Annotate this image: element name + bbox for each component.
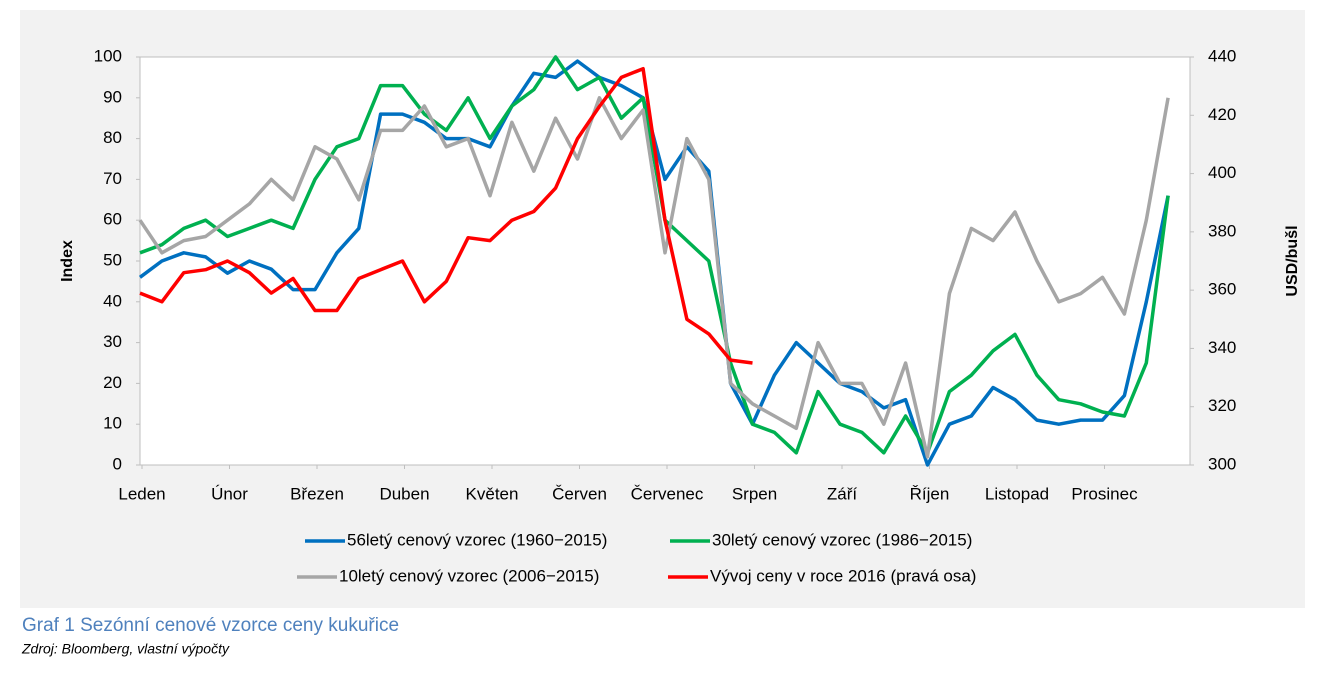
y-tick-label: 50 bbox=[103, 250, 122, 269]
x-tick-label: Březen bbox=[290, 484, 344, 503]
y-tick-label: 10 bbox=[103, 414, 122, 433]
plot-area bbox=[139, 56, 1191, 466]
y2-tick-label: 360 bbox=[1208, 280, 1236, 299]
y2-tick-label: 380 bbox=[1208, 221, 1236, 240]
legend-label: 30letý cenový vzorec (1986−2015) bbox=[712, 530, 972, 549]
y2-axis-title: USD/bušl bbox=[1284, 225, 1301, 296]
x-tick-label: Listopad bbox=[985, 484, 1049, 503]
y-tick-label: 100 bbox=[94, 46, 122, 65]
series-line bbox=[139, 55, 1170, 455]
y-tick-label: 30 bbox=[103, 332, 122, 351]
y2-tick-label: 300 bbox=[1208, 454, 1236, 473]
y2-tick-label: 440 bbox=[1208, 46, 1236, 65]
x-tick-label: Květen bbox=[466, 484, 519, 503]
x-tick-label: Prosinec bbox=[1071, 484, 1138, 503]
y-tick-label: 80 bbox=[103, 128, 122, 147]
y2-tick-label: 420 bbox=[1208, 105, 1236, 124]
series-line bbox=[139, 66, 753, 365]
y2-tick-label: 340 bbox=[1208, 338, 1236, 357]
x-tick-label: Říjen bbox=[910, 484, 950, 503]
legend-label: Vývoj ceny v roce 2016 (pravá osa) bbox=[710, 566, 976, 585]
x-tick-label: Červenec bbox=[631, 484, 704, 503]
y2-tick-label: 400 bbox=[1208, 163, 1236, 182]
x-tick-label: Leden bbox=[118, 484, 165, 503]
series-line bbox=[138, 96, 1170, 459]
y-tick-label: 40 bbox=[103, 291, 122, 310]
y-tick-label: 70 bbox=[103, 169, 122, 188]
y-tick-label: 20 bbox=[103, 373, 122, 392]
source: Zdroj: Bloomberg, vlastní výpočty bbox=[21, 641, 230, 657]
x-tick-label: Září bbox=[827, 484, 858, 503]
x-tick-label: Únor bbox=[211, 484, 248, 503]
y-tick-label: 90 bbox=[103, 87, 122, 106]
y-tick-label: 60 bbox=[103, 210, 122, 229]
y-tick-label: 0 bbox=[113, 454, 122, 473]
x-tick-label: Duben bbox=[379, 484, 429, 503]
x-tick-label: Srpen bbox=[732, 484, 777, 503]
legend-label: 10letý cenový vzorec (2006−2015) bbox=[339, 566, 599, 585]
x-tick-label: Červen bbox=[552, 484, 607, 503]
legend-label: 56letý cenový vzorec (1960−2015) bbox=[347, 530, 607, 549]
y2-tick-label: 320 bbox=[1208, 396, 1236, 415]
y-axis-title: Index bbox=[59, 240, 76, 282]
caption: Graf 1 Sezónní cenové vzorce ceny kukuři… bbox=[22, 615, 399, 636]
